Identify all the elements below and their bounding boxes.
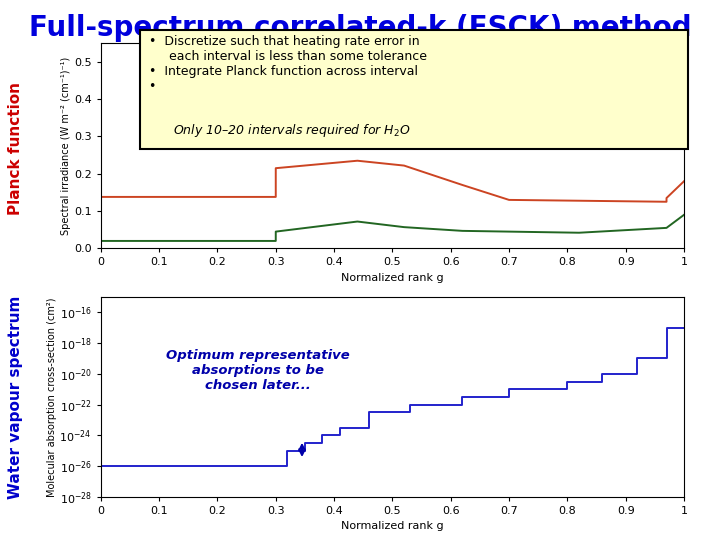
Text: Full-spectrum correlated-k (FSCK) method: Full-spectrum correlated-k (FSCK) method xyxy=(29,14,691,42)
Text: Optimum representative
absorptions to be
chosen later...: Optimum representative absorptions to be… xyxy=(166,349,350,392)
X-axis label: Normalized rank g: Normalized rank g xyxy=(341,522,444,531)
Text: Water vapour spectrum: Water vapour spectrum xyxy=(9,295,23,498)
Y-axis label: Molecular absorption cross-section (cm²): Molecular absorption cross-section (cm²) xyxy=(47,297,57,497)
Text: Planck function: Planck function xyxy=(9,82,23,215)
Text: Only 10–20 intervals required for H$_2$O: Only 10–20 intervals required for H$_2$O xyxy=(173,122,410,139)
X-axis label: Normalized rank g: Normalized rank g xyxy=(341,273,444,283)
Y-axis label: Spectral irradiance (W m⁻² (cm⁻¹)⁻¹): Spectral irradiance (W m⁻² (cm⁻¹)⁻¹) xyxy=(61,57,71,235)
Text: •  Discretize such that heating rate error in
     each interval is less than so: • Discretize such that heating rate erro… xyxy=(149,35,427,93)
